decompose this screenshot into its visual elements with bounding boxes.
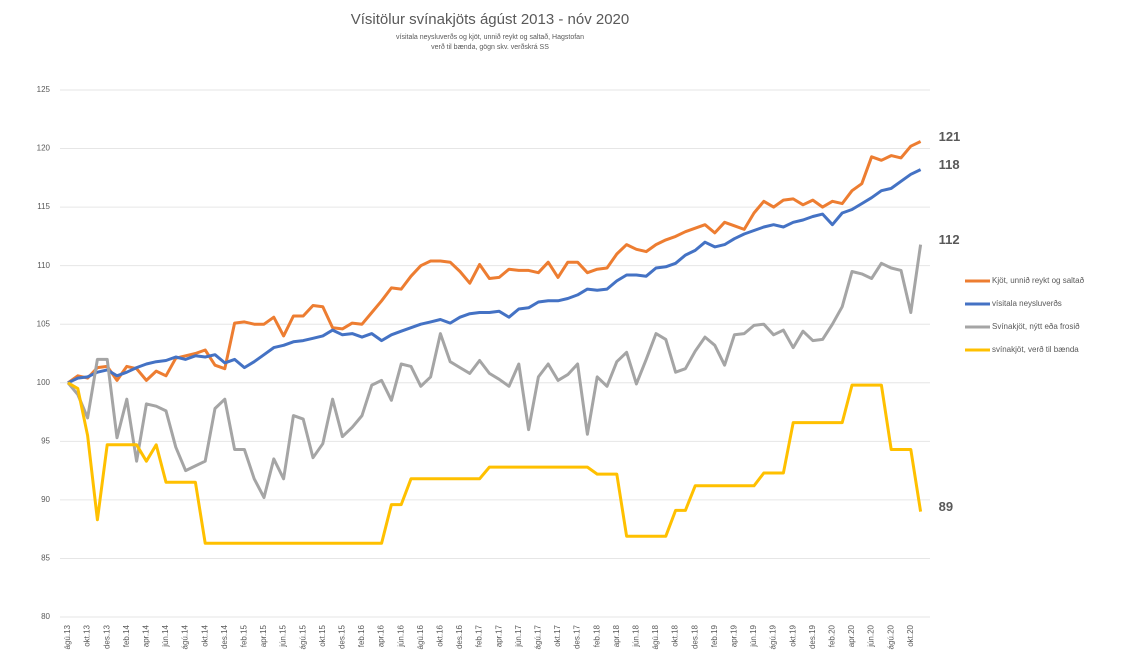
legend-label: Svínakjöt, nýtt eða frosið: [992, 322, 1080, 331]
x-tick-label: jún.16: [396, 624, 405, 647]
x-tick-label: okt.19: [788, 624, 797, 646]
x-tick-label: apr.16: [377, 624, 386, 647]
y-tick-label: 125: [37, 85, 51, 94]
x-tick-label: des.19: [808, 624, 817, 649]
x-tick-label: ágú.19: [769, 624, 778, 649]
x-tick-label: okt.18: [671, 624, 680, 646]
x-tick-label: okt.16: [436, 624, 445, 646]
x-tick-label: ágú.14: [181, 624, 190, 649]
y-tick-label: 100: [37, 378, 51, 387]
chart-subtitle: vísitala neysluverðs og kjöt, unnið reyk…: [396, 33, 584, 41]
x-tick-label: apr.20: [847, 624, 856, 647]
series-line: [67, 168, 922, 385]
end-label: 112: [939, 232, 960, 247]
x-tick-label: feb.14: [122, 624, 131, 647]
x-tick-label: ágú.15: [298, 624, 307, 649]
x-tick-label: ágú.13: [63, 624, 72, 649]
x-tick-label: okt.20: [906, 624, 915, 646]
x-tick-label: ágú.20: [886, 624, 895, 649]
legend-label: svínakjöt, verð til bænda: [992, 345, 1079, 354]
x-tick-label: ágú.18: [651, 624, 660, 649]
x-tick-label: okt.13: [83, 624, 92, 646]
x-tick-label: okt.17: [553, 624, 562, 646]
x-tick-label: feb.20: [828, 624, 837, 647]
y-tick-label: 110: [37, 261, 50, 270]
x-tick-label: ágú.17: [534, 624, 543, 649]
x-tick-label: jún.14: [161, 624, 170, 647]
x-tick-label: jún.17: [514, 624, 523, 647]
series-line: [66, 244, 923, 499]
x-tick-label: des.14: [220, 624, 229, 649]
x-tick-label: ágú.16: [416, 624, 425, 649]
y-tick-label: 80: [41, 612, 50, 621]
x-tick-label: jún.20: [867, 624, 876, 647]
end-label: 118: [939, 157, 960, 172]
legend-label: Kjöt, unnið reykt og saltað: [992, 276, 1085, 285]
end-label: 89: [939, 499, 953, 514]
x-tick-label: apr.19: [730, 624, 739, 647]
y-tick-label: 115: [37, 202, 50, 211]
y-tick-label: 120: [37, 144, 51, 153]
x-tick-label: des.18: [690, 624, 699, 649]
y-tick-label: 90: [41, 495, 50, 504]
series-line: [67, 140, 922, 385]
x-tick-label: feb.18: [592, 624, 601, 647]
chart-title: Vísitölur svínakjöts ágúst 2013 - nóv 20…: [351, 11, 630, 28]
x-tick-label: okt.15: [318, 624, 327, 646]
x-tick-label: jún.18: [632, 624, 641, 647]
end-label: 121: [939, 129, 961, 144]
x-tick-label: jún.15: [279, 624, 288, 647]
x-tick-label: des.15: [338, 624, 347, 649]
x-tick-label: apr.18: [612, 624, 621, 647]
y-tick-label: 105: [37, 319, 51, 328]
x-tick-label: des.17: [573, 624, 582, 649]
chart-subtitle: verð til bænda, gögn skv. verðskrá SS: [431, 43, 549, 51]
x-tick-label: apr.14: [142, 624, 151, 647]
series-line: [67, 381, 923, 545]
y-tick-label: 85: [41, 554, 50, 563]
x-tick-label: jún.19: [749, 624, 758, 647]
x-tick-label: feb.17: [475, 624, 484, 647]
y-tick-label: 95: [41, 436, 50, 445]
x-tick-label: apr.15: [259, 624, 268, 647]
x-tick-label: feb.15: [240, 624, 249, 647]
x-tick-label: des.13: [102, 624, 111, 649]
legend-label: vísitala neysluverðs: [992, 299, 1062, 308]
x-tick-label: okt.14: [200, 624, 209, 646]
x-tick-label: apr.17: [494, 624, 503, 647]
x-tick-label: feb.16: [357, 624, 366, 647]
x-tick-label: des.16: [455, 624, 464, 649]
x-tick-label: feb.19: [710, 624, 719, 647]
